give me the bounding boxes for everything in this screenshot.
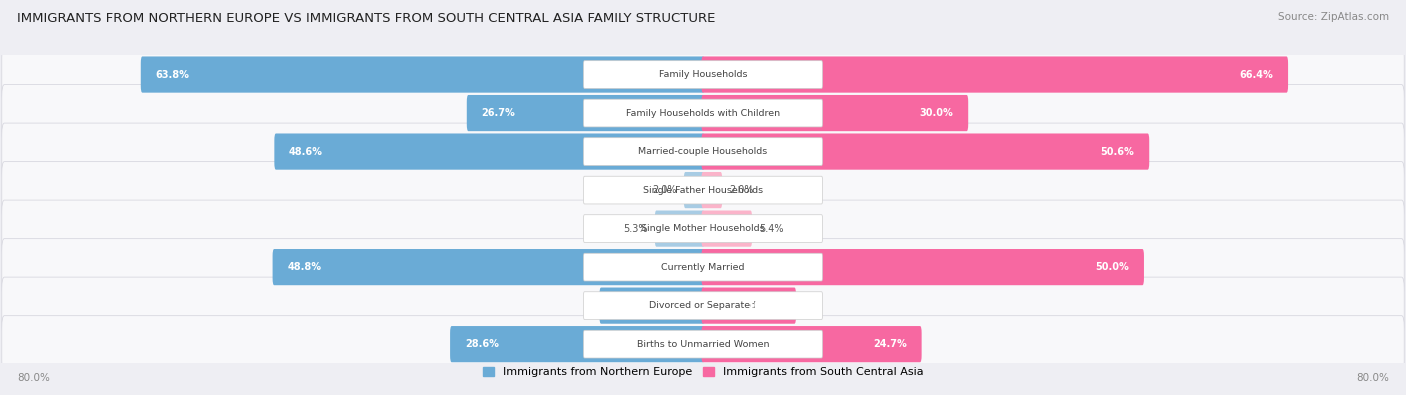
Text: 5.4%: 5.4% xyxy=(759,224,783,233)
FancyBboxPatch shape xyxy=(583,215,823,243)
Text: 2.0%: 2.0% xyxy=(652,185,676,195)
FancyBboxPatch shape xyxy=(1,316,1405,372)
FancyBboxPatch shape xyxy=(1,46,1405,103)
FancyBboxPatch shape xyxy=(583,138,823,166)
Text: 48.8%: 48.8% xyxy=(287,262,322,272)
FancyBboxPatch shape xyxy=(683,172,704,208)
Text: 80.0%: 80.0% xyxy=(17,373,49,383)
FancyBboxPatch shape xyxy=(583,99,823,127)
FancyBboxPatch shape xyxy=(702,326,922,362)
Text: 10.4%: 10.4% xyxy=(748,301,782,310)
FancyBboxPatch shape xyxy=(273,249,704,285)
Text: 11.6%: 11.6% xyxy=(614,301,648,310)
FancyBboxPatch shape xyxy=(702,95,969,131)
FancyBboxPatch shape xyxy=(583,176,823,204)
FancyBboxPatch shape xyxy=(583,292,823,320)
FancyBboxPatch shape xyxy=(1,162,1405,218)
Text: Births to Unmarried Women: Births to Unmarried Women xyxy=(637,340,769,349)
Text: Divorced or Separated: Divorced or Separated xyxy=(650,301,756,310)
FancyBboxPatch shape xyxy=(599,288,704,324)
Text: 5.3%: 5.3% xyxy=(623,224,648,233)
FancyBboxPatch shape xyxy=(702,56,1288,93)
Text: 80.0%: 80.0% xyxy=(1357,373,1389,383)
Text: Single Father Households: Single Father Households xyxy=(643,186,763,195)
Legend: Immigrants from Northern Europe, Immigrants from South Central Asia: Immigrants from Northern Europe, Immigra… xyxy=(478,362,928,382)
Text: 24.7%: 24.7% xyxy=(873,339,907,349)
Text: 50.0%: 50.0% xyxy=(1095,262,1129,272)
Text: 28.6%: 28.6% xyxy=(465,339,499,349)
FancyBboxPatch shape xyxy=(583,61,823,88)
Text: Married-couple Households: Married-couple Households xyxy=(638,147,768,156)
FancyBboxPatch shape xyxy=(1,200,1405,257)
Text: IMMIGRANTS FROM NORTHERN EUROPE VS IMMIGRANTS FROM SOUTH CENTRAL ASIA FAMILY STR: IMMIGRANTS FROM NORTHERN EUROPE VS IMMIG… xyxy=(17,12,716,25)
FancyBboxPatch shape xyxy=(1,85,1405,141)
Text: 30.0%: 30.0% xyxy=(920,108,953,118)
FancyBboxPatch shape xyxy=(702,172,723,208)
Text: Source: ZipAtlas.com: Source: ZipAtlas.com xyxy=(1278,12,1389,22)
Text: Single Mother Households: Single Mother Households xyxy=(641,224,765,233)
FancyBboxPatch shape xyxy=(583,330,823,358)
FancyBboxPatch shape xyxy=(702,134,1149,170)
FancyBboxPatch shape xyxy=(1,123,1405,180)
FancyBboxPatch shape xyxy=(450,326,704,362)
FancyBboxPatch shape xyxy=(1,277,1405,334)
FancyBboxPatch shape xyxy=(655,211,704,247)
Text: 50.6%: 50.6% xyxy=(1101,147,1135,156)
Text: Family Households with Children: Family Households with Children xyxy=(626,109,780,118)
FancyBboxPatch shape xyxy=(702,249,1144,285)
FancyBboxPatch shape xyxy=(702,211,752,247)
FancyBboxPatch shape xyxy=(274,134,704,170)
Text: 63.8%: 63.8% xyxy=(156,70,190,79)
Text: 2.0%: 2.0% xyxy=(730,185,754,195)
Text: Family Households: Family Households xyxy=(659,70,747,79)
FancyBboxPatch shape xyxy=(467,95,704,131)
FancyBboxPatch shape xyxy=(1,239,1405,295)
FancyBboxPatch shape xyxy=(141,56,704,93)
FancyBboxPatch shape xyxy=(583,253,823,281)
Text: 48.6%: 48.6% xyxy=(290,147,323,156)
Text: 66.4%: 66.4% xyxy=(1240,70,1274,79)
Text: Currently Married: Currently Married xyxy=(661,263,745,272)
FancyBboxPatch shape xyxy=(702,288,796,324)
Text: 26.7%: 26.7% xyxy=(481,108,516,118)
